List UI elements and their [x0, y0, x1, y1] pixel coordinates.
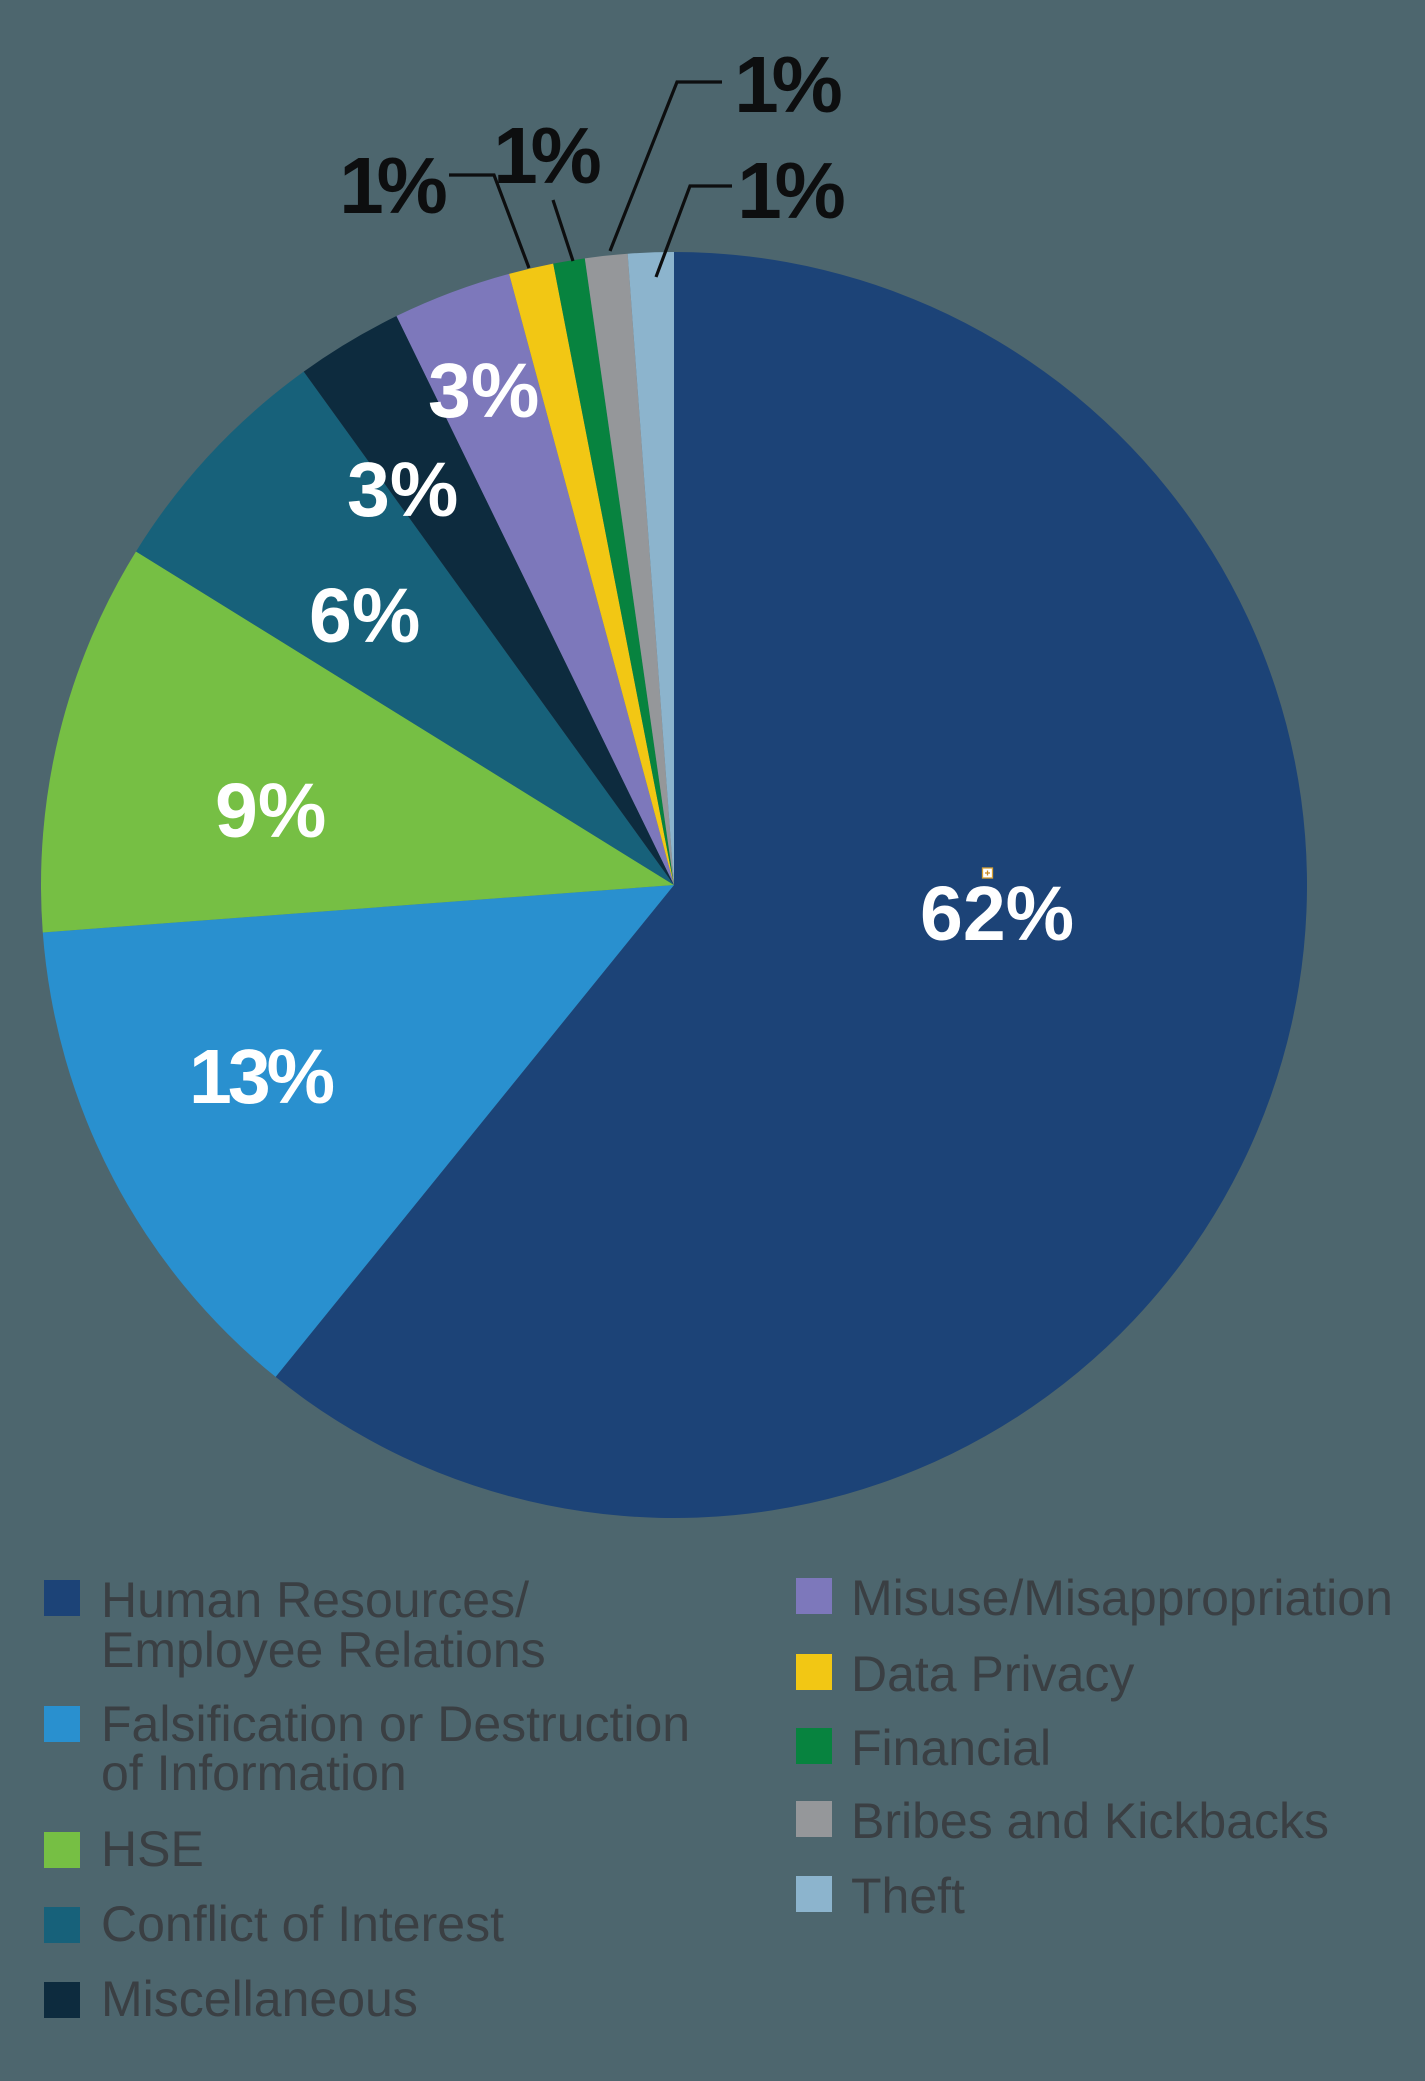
svg-text:Data Privacy: Data Privacy — [851, 1646, 1134, 1702]
svg-text:1%: 1% — [493, 111, 600, 200]
svg-text:1%: 1% — [339, 141, 446, 230]
svg-text:Human Resources/: Human Resources/ — [101, 1572, 529, 1628]
svg-text:Employee Relations: Employee Relations — [101, 1622, 546, 1678]
svg-text:9%: 9% — [215, 768, 326, 854]
svg-text:13%: 13% — [189, 1034, 334, 1120]
svg-text:Bribes and Kickbacks: Bribes and Kickbacks — [851, 1793, 1329, 1849]
svg-text:Misuse/Misappropriation: Misuse/Misappropriation — [851, 1570, 1393, 1626]
svg-text:Miscellaneous: Miscellaneous — [101, 1971, 418, 2027]
svg-text:Financial: Financial — [851, 1720, 1051, 1776]
svg-text:Falsification or Destruction: Falsification or Destruction — [101, 1696, 690, 1752]
svg-text:1%: 1% — [737, 146, 844, 235]
svg-text:62%: 62% — [920, 871, 1074, 957]
svg-text:HSE: HSE — [101, 1821, 204, 1877]
svg-text:Theft: Theft — [851, 1868, 965, 1924]
svg-text:1%: 1% — [734, 40, 841, 129]
svg-text:3%: 3% — [347, 447, 458, 533]
svg-text:3%: 3% — [428, 348, 539, 434]
svg-text:of Information: of Information — [101, 1745, 407, 1801]
svg-text:Conflict of Interest: Conflict of Interest — [101, 1896, 504, 1952]
svg-text:6%: 6% — [309, 573, 420, 659]
